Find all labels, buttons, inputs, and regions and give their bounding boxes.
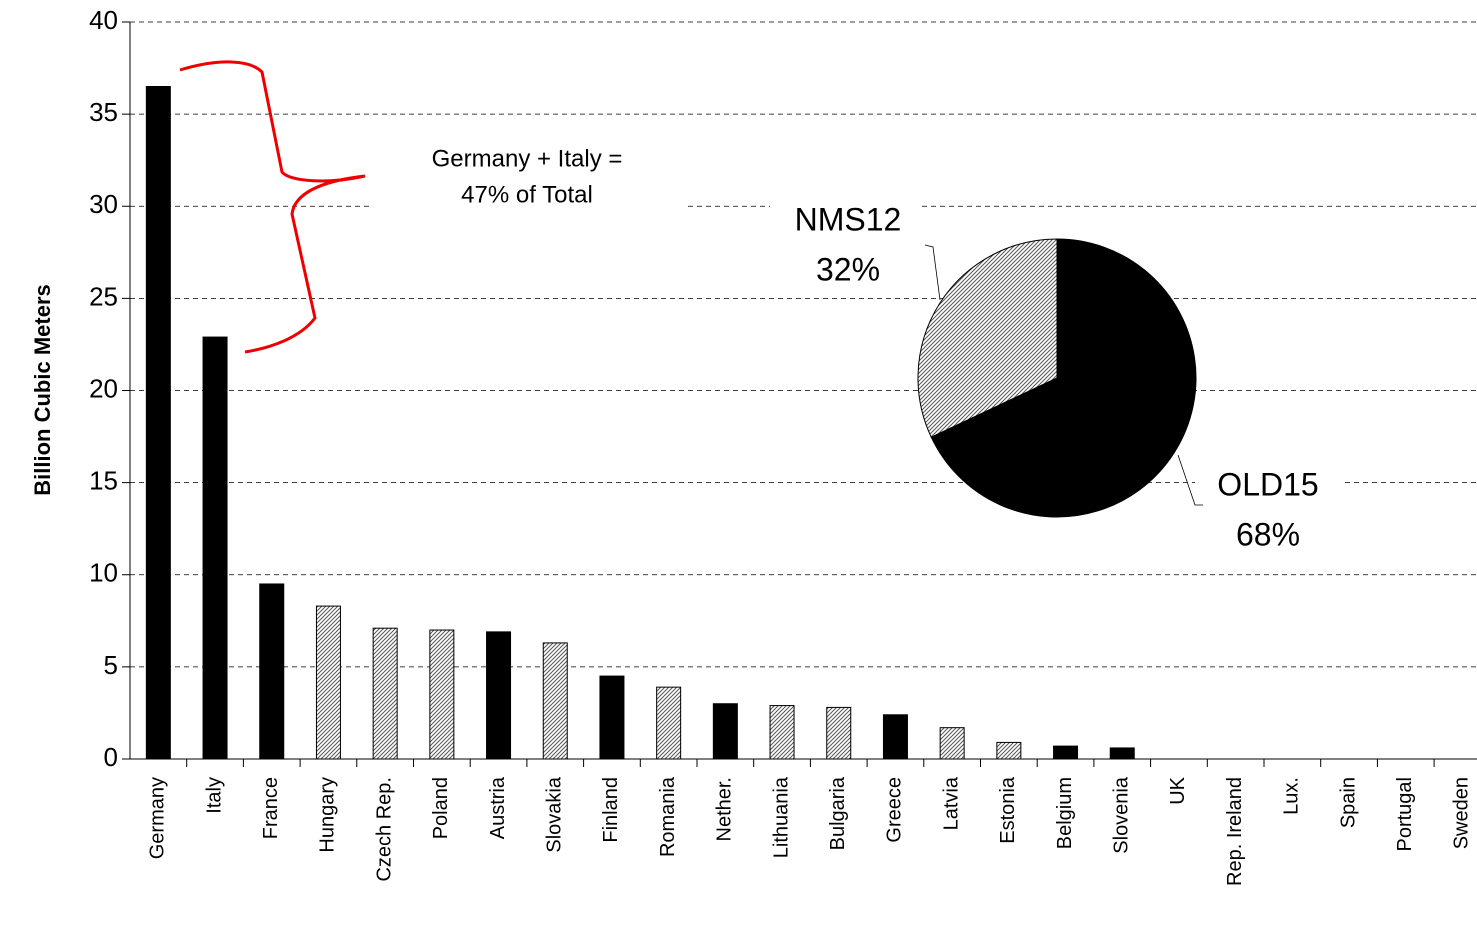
x-tick-label: Italy [203,777,225,814]
x-tick-label: Poland [430,777,452,839]
x-tick-label: Bulgaria [827,776,849,850]
bar [542,642,568,760]
x-tick-label: Belgium [1054,777,1076,849]
bar [1109,747,1135,760]
x-tick-label: Lux. [1281,777,1303,815]
bar [145,85,171,760]
y-tick-label: 40 [89,5,118,35]
y-tick-label: 0 [104,742,118,772]
x-tick-label: Czech Rep. [373,777,395,882]
bar [315,605,341,760]
brace [179,60,366,354]
x-tick-label: Sweden [1451,777,1473,849]
bar [882,714,908,760]
bar [429,629,455,760]
annotation: Germany + Italy = [432,145,623,172]
label-bg [770,195,920,295]
x-tick-label: France [260,777,282,839]
x-tick-label: Greece [884,777,906,843]
x-tick-label: Romania [657,776,679,857]
x-tick-label: Rep. Ireland [1224,777,1246,886]
bar [939,727,965,760]
x-tick-label: Estonia [997,776,1019,844]
bar [599,675,625,760]
x-tick-label: Lithuania [770,776,792,858]
pie-slice [917,238,1058,438]
label-bg [1195,460,1345,560]
x-tick-label: Germany [147,777,169,859]
annotation: 47% of Total [461,181,593,208]
bar [656,686,682,760]
bar [202,336,228,760]
y-tick-label: 5 [104,650,118,680]
y-tick-label: 20 [89,373,118,403]
pie-label: OLD15 [1217,466,1318,502]
y-tick-label: 10 [89,558,118,588]
pie-slice [930,238,1197,518]
bar [712,703,738,760]
y-axis-label: Billion Cubic Meters [30,284,55,495]
x-tick-label: Slovakia [544,776,566,852]
pie-value-label: 68% [1236,516,1300,552]
bar [826,706,852,760]
bar [1053,745,1079,760]
x-tick-label: Austria [487,776,509,839]
bar [769,705,795,760]
y-tick-label: 35 [89,97,118,127]
bar [372,627,398,760]
x-tick-label: Hungary [317,777,339,853]
x-tick-label: Spain [1337,777,1359,828]
x-tick-label: Portugal [1394,777,1416,852]
y-tick-label: 30 [89,189,118,219]
pie-value-label: 32% [816,251,880,287]
y-tick-label: 25 [89,281,118,311]
bar [486,631,512,760]
bar [996,741,1022,760]
x-tick-label: Nether. [714,777,736,841]
pie-label: NMS12 [795,201,902,237]
y-tick-label: 15 [89,466,118,496]
leader [924,244,941,301]
annotation-bg [372,130,684,220]
leader [1177,454,1203,506]
x-tick-label: Slovenia [1111,776,1133,854]
x-tick-label: Finland [600,777,622,843]
x-tick-label: Latvia [940,776,962,830]
x-tick-label: UK [1167,776,1189,804]
bar [259,583,285,760]
